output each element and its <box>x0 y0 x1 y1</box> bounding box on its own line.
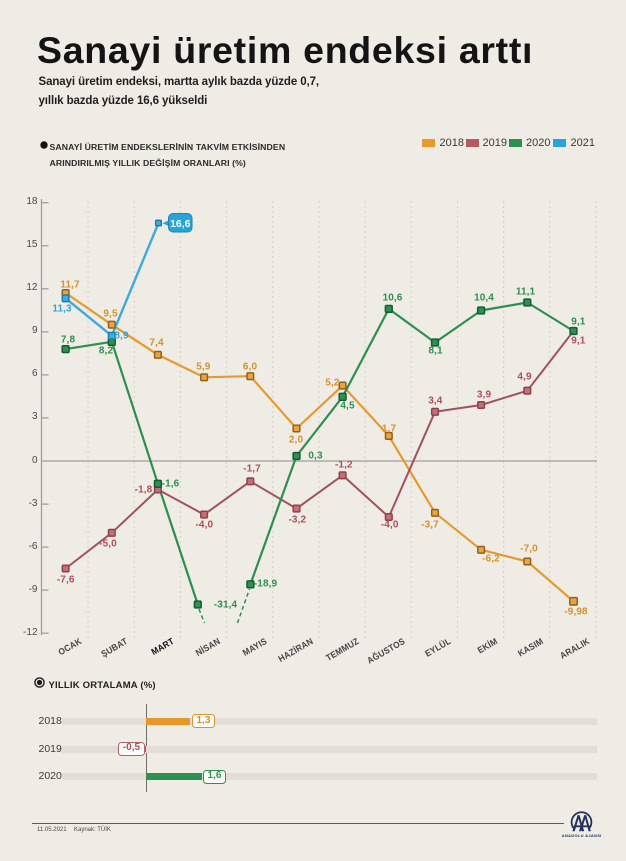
svg-text:ANADOLU AJANSI: ANADOLU AJANSI <box>562 833 602 838</box>
svg-text:16,6: 16,6 <box>170 218 191 230</box>
